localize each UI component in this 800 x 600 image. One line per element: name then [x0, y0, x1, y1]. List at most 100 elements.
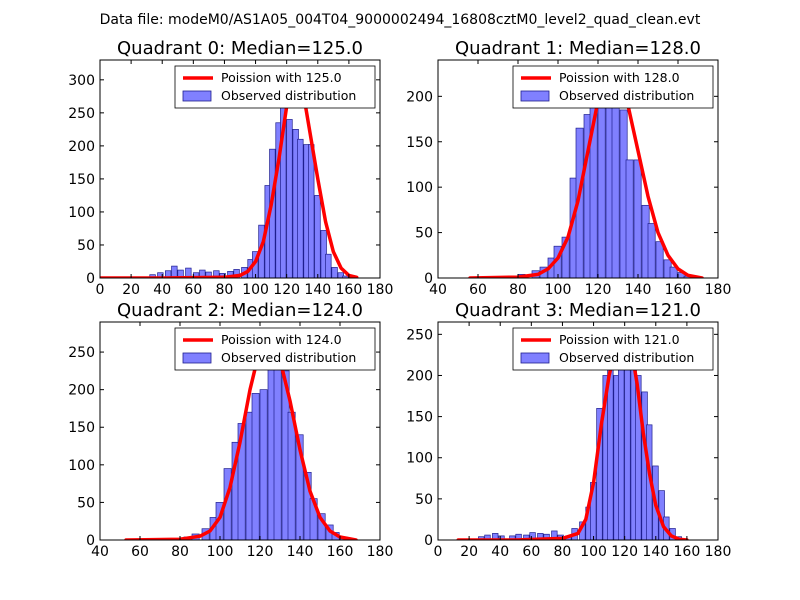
quadrant-2-hist-bar [237, 423, 246, 540]
quadrant-2-ytick-label: 150 [68, 420, 95, 436]
quadrant-2-xtick-label: 160 [327, 544, 354, 560]
legend-label-poisson: Poission with 121.0 [559, 332, 680, 347]
quadrant-0-xtick-label: 100 [242, 282, 269, 298]
legend-hist-swatch [520, 352, 550, 364]
quadrant-1-hist-bar [669, 266, 678, 278]
quadrant-1-xtick-label: 180 [705, 282, 732, 298]
quadrant-0-xtick-label: 20 [122, 282, 140, 298]
quadrant-3-ytick-label: 100 [406, 451, 433, 467]
quadrant-2-ytick-label: 50 [77, 495, 95, 511]
quadrant-1-title: Quadrant 1: Median=128.0 [455, 38, 701, 59]
quadrant-3-legend: Poission with 121.0 Observed distribution [512, 327, 714, 371]
quadrant-3-plot-area [456, 328, 689, 540]
quadrant-2-axes-frame [99, 321, 381, 541]
quadrant-0-legend: Poission with 125.0 Observed distribution [174, 65, 376, 109]
quadrant-0-hist-bar [185, 267, 192, 278]
quadrant-2-xtick-label: 140 [287, 544, 314, 560]
legend-hist-swatch [520, 90, 550, 102]
quadrant-0-ytick-label: 250 [68, 106, 95, 122]
quadrant-1-panel: Quadrant 1: Median=128.0 40 60 80 100 120 140 1… [406, 38, 731, 298]
quadrant-3-panel: Quadrant 3: Median=121.00 20 40 60 80 100 120 1… [406, 300, 731, 560]
quadrant-0-xtick-label: 180 [367, 282, 394, 298]
quadrant-3-ytick-label: 50 [415, 492, 433, 508]
quadrant-0-xtick-label: 40 [153, 282, 171, 298]
quadrant-0-title: Quadrant 0: Median=125.0 [117, 38, 363, 59]
quadrant-1-hist-bar [655, 241, 664, 278]
quadrant-3-hist-bar [515, 533, 522, 540]
quadrant-1-ytick-label: 50 [415, 226, 433, 242]
quadrant-1-hist-bar [647, 223, 656, 278]
quadrant-3-xtick-label: 100 [580, 544, 607, 560]
quadrant-2-xtick-label: 60 [131, 544, 149, 560]
quadrant-3-xtick-label: 20 [460, 544, 478, 560]
legend-label-poisson: Poission with 125.0 [221, 70, 342, 85]
quadrant-2-xtick-label: 40 [91, 544, 109, 560]
quadrant-2-title: Quadrant 2: Median=124.0 [117, 300, 363, 321]
quadrant-0-xtick-label: 120 [273, 282, 300, 298]
legend-label-observed: Observed distribution [221, 88, 356, 103]
quadrant-3-hist-bar [537, 533, 544, 540]
quadrant-3-xtick-label: 180 [705, 544, 732, 560]
quadrant-0-hist-bar [325, 253, 332, 278]
quadrant-1-hist-bar [633, 159, 642, 278]
legend-hist-swatch [182, 352, 212, 364]
legend-label-poisson: Poission with 124.0 [221, 332, 342, 347]
quadrant-3-axes-frame [437, 321, 719, 541]
quadrant-0-axes-frame [99, 59, 381, 279]
legend-label-observed: Observed distribution [221, 350, 356, 365]
quadrant-2-hist-bar [259, 389, 268, 540]
quadrant-0-hist-bar [171, 265, 178, 278]
quadrant-0-hist-bar [213, 270, 220, 278]
quadrant-0-ytick-label: 0 [86, 271, 95, 287]
quadrant-0-ytick-label: 50 [77, 238, 95, 254]
quadrant-3-ytick-label: 0 [424, 533, 433, 549]
quadrant-3-ytick-label: 150 [406, 410, 433, 426]
quadrant-1-xtick-label: 140 [625, 282, 652, 298]
quadrant-1-ytick-label: 150 [406, 135, 433, 151]
quadrant-0-hist-bar [286, 119, 293, 278]
quadrant-2-hist-bar [287, 411, 296, 540]
quadrant-0-hist-bar [297, 138, 304, 278]
quadrant-1-ytick-label: 0 [424, 271, 433, 287]
quadrant-1-ytick-label: 100 [406, 180, 433, 196]
quadrant-3-hist-bar [492, 533, 499, 540]
quadrant-3-xtick-label: 40 [491, 544, 509, 560]
quadrant-2-legend: Poission with 124.0 Observed distribution [174, 327, 376, 371]
quadrant-2-xtick-label: 120 [247, 544, 274, 560]
quadrant-0-hist-bar [314, 195, 321, 278]
quadrant-3-hist-bar [618, 342, 625, 540]
quadrant-2-xtick-label: 80 [171, 544, 189, 560]
legend-hist-swatch [182, 90, 212, 102]
quadrant-0-hist-bar [331, 267, 338, 278]
quadrant-0-xtick-label: 140 [304, 282, 331, 298]
quadrant-1-xtick-label: 160 [665, 282, 692, 298]
quadrant-3-xtick-label: 140 [642, 544, 669, 560]
quadrant-0-ytick-label: 100 [68, 205, 95, 221]
quadrant-0-ytick-label: 200 [68, 139, 95, 155]
quadrant-2-panel: Quadrant 2: Median=124.0 40 60 80 100 120 140 1… [68, 300, 393, 560]
quadrant-0-xtick-label: 80 [216, 282, 234, 298]
quadrant-1-xtick-label: 120 [585, 282, 612, 298]
quadrant-1-hist-bar [561, 236, 570, 278]
quadrant-2-hist-bar [251, 393, 260, 540]
quadrant-1-xtick-label: 40 [429, 282, 447, 298]
quadrant-1-ytick-label: 200 [406, 89, 433, 105]
quadrant-3-hist-bar [635, 375, 642, 540]
quadrant-1-xtick-label: 100 [545, 282, 572, 298]
quadrant-0-panel: Quadrant 0: Median=125.00 20 40 60 80 100 120 1… [68, 38, 393, 298]
quadrant-1-xtick-label: 60 [469, 282, 487, 298]
legend-label-observed: Observed distribution [559, 88, 694, 103]
quadrant-0-xtick-label: 0 [96, 282, 105, 298]
quadrant-2-xtick-label: 100 [207, 544, 234, 560]
quadrant-0-ytick-label: 300 [68, 73, 95, 89]
quadrant-0-xtick-label: 60 [184, 282, 202, 298]
figure-title: Data file: modeM0/AS1A05_004T04_90000024… [100, 12, 701, 28]
quadrant-1-plot-area [468, 67, 704, 278]
quadrant-0-xtick-label: 160 [336, 282, 363, 298]
quadrant-3-title: Quadrant 3: Median=121.0 [455, 300, 701, 321]
quadrant-3-xtick-label: 0 [434, 544, 443, 560]
legend-label-poisson: Poission with 128.0 [559, 70, 680, 85]
quadrant-1-legend: Poission with 128.0 Observed distribution [512, 65, 714, 109]
quadrant-3-xtick-label: 80 [554, 544, 572, 560]
